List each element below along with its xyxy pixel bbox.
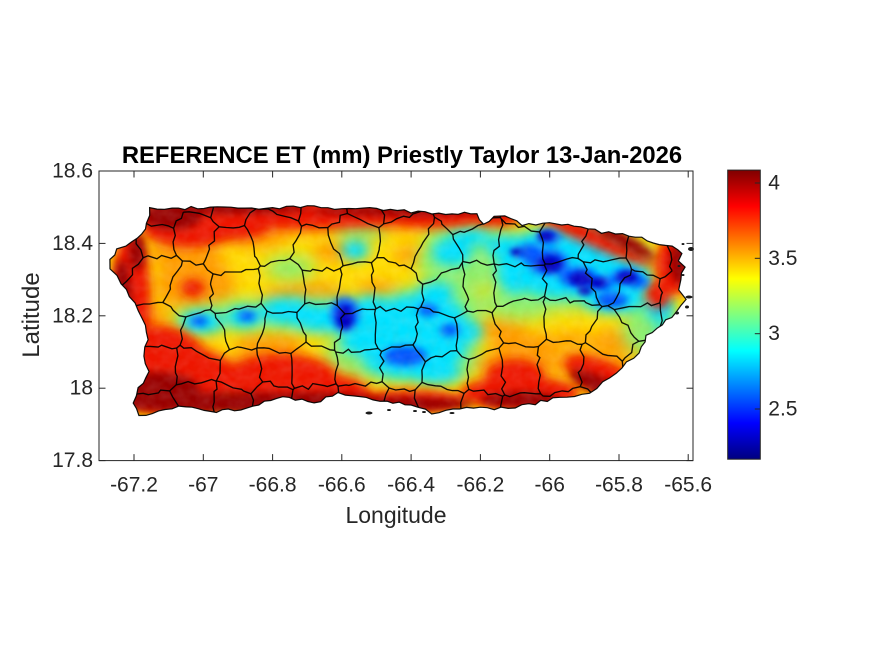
svg-text:-66.2: -66.2 (456, 474, 504, 497)
svg-text:18.6: 18.6 (52, 160, 93, 183)
svg-text:3.5: 3.5 (768, 247, 797, 270)
svg-text:-65.6: -65.6 (664, 474, 712, 497)
svg-text:-67: -67 (188, 474, 218, 497)
svg-text:Latitude: Latitude (18, 272, 45, 357)
svg-text:REFERENCE ET (mm) Priestly Tay: REFERENCE ET (mm) Priestly Taylor 13-Jan… (122, 142, 682, 169)
svg-text:-66.6: -66.6 (318, 474, 366, 497)
svg-text:18.4: 18.4 (52, 232, 93, 255)
svg-text:18: 18 (70, 377, 93, 400)
svg-text:-67.2: -67.2 (110, 474, 158, 497)
svg-text:4: 4 (768, 172, 780, 195)
svg-text:3: 3 (768, 322, 780, 345)
svg-text:-66.8: -66.8 (249, 474, 297, 497)
svg-text:-66: -66 (535, 474, 565, 497)
svg-text:Longitude: Longitude (345, 502, 446, 528)
svg-text:2.5: 2.5 (768, 398, 797, 421)
svg-text:-65.8: -65.8 (595, 474, 643, 497)
svg-text:-66.4: -66.4 (387, 474, 435, 497)
svg-text:17.8: 17.8 (52, 449, 93, 472)
svg-text:18.2: 18.2 (52, 304, 93, 327)
